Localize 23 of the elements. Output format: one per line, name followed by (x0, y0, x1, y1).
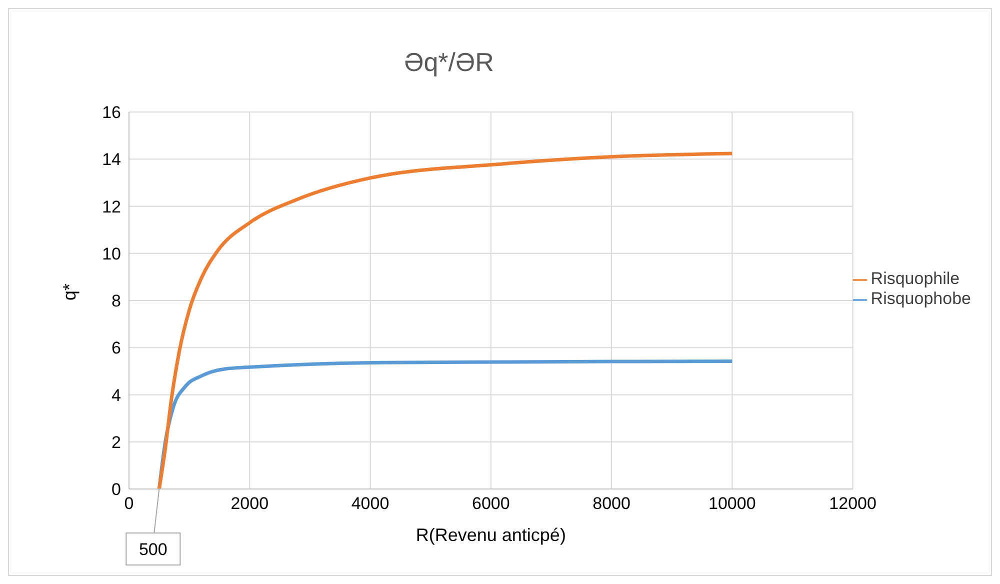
y-tick-label: 8 (112, 292, 121, 311)
annotation: 500 (138, 540, 168, 559)
x-axis-title: R(Revenu anticpé) (416, 525, 566, 545)
x-tick-label: 8000 (592, 494, 630, 514)
x-tick-label: 4000 (351, 494, 390, 514)
line-series (157, 152, 734, 489)
legend-label: Risquophobe (870, 289, 971, 308)
y-axis-title: q* (59, 283, 80, 300)
y-tick-label: 2 (112, 432, 121, 452)
y-tick-label: 10 (102, 244, 121, 264)
x-tick-label: 2000 (230, 494, 269, 514)
x-tick-label: 10000 (708, 494, 756, 514)
legend-label: Risquophile (870, 269, 960, 288)
x-tick-label: 6000 (472, 494, 510, 514)
y-tick-label: 4 (112, 386, 121, 405)
x-tick-label: 0 (124, 494, 134, 514)
y-tick-label: 16 (102, 103, 121, 122)
y-tick-label: 12 (102, 197, 121, 216)
y-tick-label: 14 (102, 150, 121, 170)
y-tick-label: 0 (112, 480, 121, 500)
chart-title: Əq*/ƏR (403, 47, 495, 78)
y-tick-label: 6 (112, 338, 121, 358)
x-tick-label: 12000 (829, 494, 876, 514)
